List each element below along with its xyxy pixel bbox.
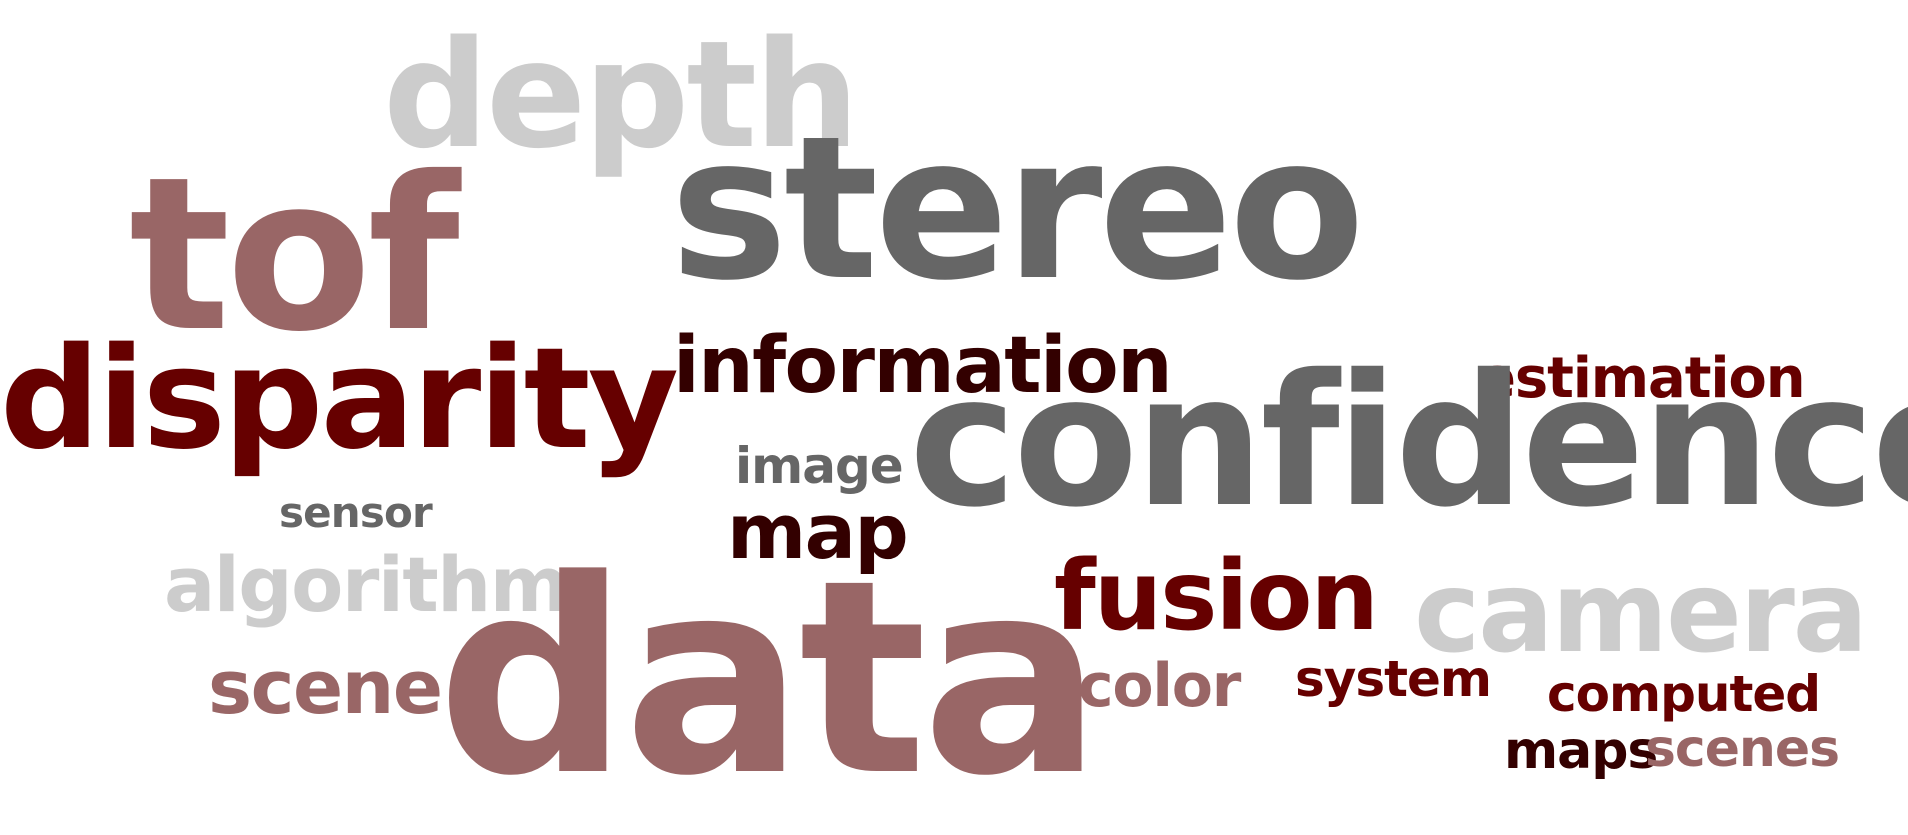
- word-confidence: confidence: [909, 335, 1908, 547]
- word-map: map: [727, 487, 909, 576]
- word-depth: depth: [383, 9, 860, 181]
- word-image: image: [735, 437, 904, 495]
- word-tof: tof: [129, 131, 460, 378]
- word-maps: maps: [1504, 721, 1658, 781]
- word-stereo: stereo: [670, 93, 1365, 324]
- word-camera: camera: [1414, 548, 1868, 678]
- word-disparity: disparity: [0, 318, 679, 481]
- word-estimation: estimation: [1478, 346, 1806, 411]
- word-scene: scene: [208, 645, 443, 731]
- word-color: color: [1078, 651, 1241, 721]
- word-computed: computed: [1547, 665, 1821, 723]
- word-algorithm: algorithm: [164, 540, 569, 629]
- word-system: system: [1295, 650, 1492, 708]
- word-information: information: [673, 321, 1173, 411]
- word-data: data: [437, 523, 1103, 835]
- word-scenes: scenes: [1645, 719, 1840, 779]
- word-sensor: sensor: [279, 488, 433, 537]
- word-fusion: fusion: [1054, 540, 1379, 652]
